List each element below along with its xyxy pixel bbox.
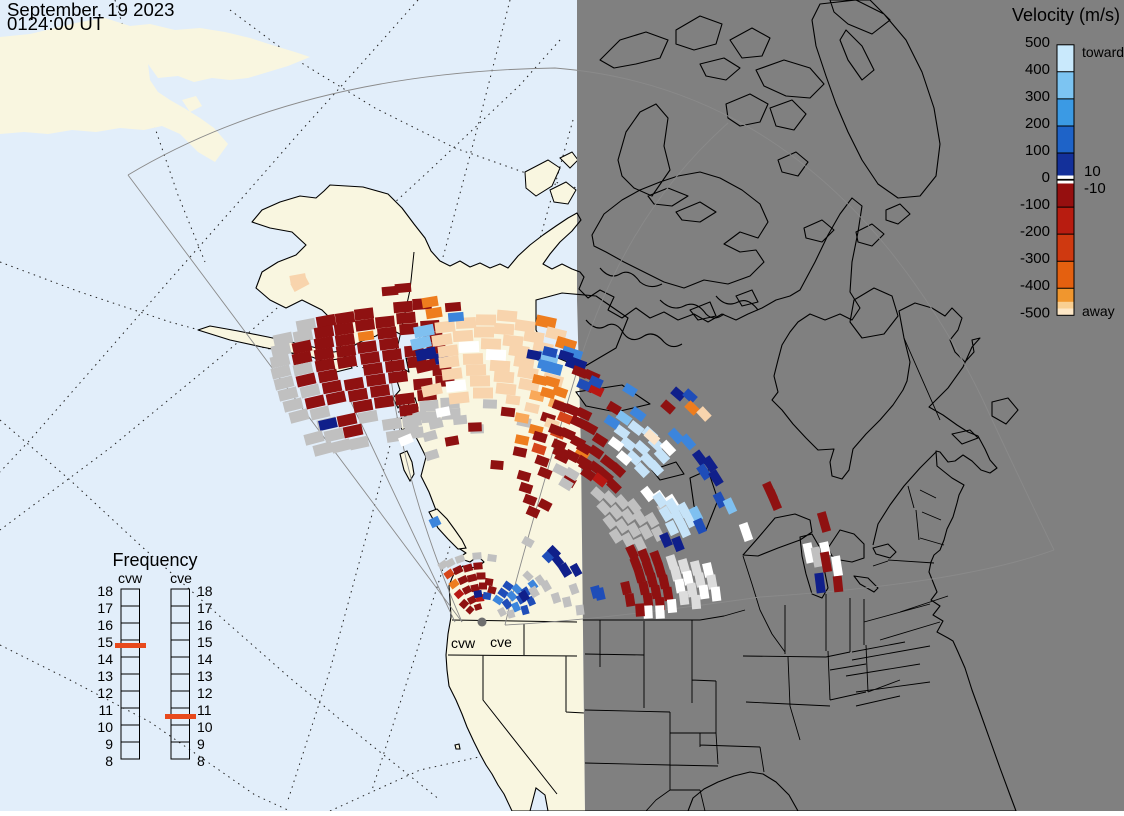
- svg-text:Velocity (m/s): Velocity (m/s): [1012, 5, 1120, 25]
- svg-text:toward: toward: [1082, 44, 1124, 60]
- svg-text:-10: -10: [1084, 180, 1106, 197]
- svg-text:Frequency: Frequency: [112, 550, 197, 570]
- svg-text:16: 16: [97, 617, 113, 633]
- svg-text:400: 400: [1025, 61, 1050, 78]
- svg-text:17: 17: [197, 600, 213, 616]
- svg-text:13: 13: [97, 668, 113, 684]
- svg-text:11: 11: [98, 702, 113, 718]
- svg-text:12: 12: [97, 685, 113, 701]
- svg-text:18: 18: [97, 583, 113, 599]
- svg-text:-400: -400: [1020, 277, 1050, 294]
- svg-text:cve: cve: [490, 634, 512, 650]
- svg-text:cve: cve: [170, 570, 192, 586]
- svg-text:8: 8: [105, 753, 113, 769]
- svg-text:10: 10: [97, 719, 113, 735]
- svg-text:15: 15: [97, 634, 113, 650]
- svg-text:200: 200: [1025, 115, 1050, 132]
- svg-text:12: 12: [197, 685, 213, 701]
- svg-text:-200: -200: [1020, 223, 1050, 240]
- svg-text:0124:00 UT: 0124:00 UT: [7, 13, 104, 34]
- svg-text:13: 13: [197, 668, 213, 684]
- svg-text:-300: -300: [1020, 250, 1050, 267]
- svg-text:8: 8: [197, 753, 205, 769]
- svg-text:September, 19 2023: September, 19 2023: [7, 0, 174, 20]
- svg-text:300: 300: [1025, 88, 1050, 105]
- svg-text:10: 10: [197, 719, 213, 735]
- svg-text:cvw: cvw: [451, 635, 476, 651]
- svg-text:cvw: cvw: [118, 570, 143, 586]
- svg-text:-100: -100: [1020, 196, 1050, 213]
- svg-text:away: away: [1082, 303, 1115, 319]
- svg-text:17: 17: [97, 600, 113, 616]
- svg-text:500: 500: [1025, 34, 1050, 51]
- svg-text:9: 9: [197, 736, 205, 752]
- svg-text:9: 9: [105, 736, 113, 752]
- svg-text:-500: -500: [1020, 304, 1050, 321]
- svg-text:100: 100: [1025, 142, 1050, 159]
- svg-text:16: 16: [197, 617, 213, 633]
- svg-text:14: 14: [97, 651, 113, 667]
- svg-text:11: 11: [197, 702, 212, 718]
- svg-text:15: 15: [197, 634, 213, 650]
- svg-text:14: 14: [197, 651, 213, 667]
- svg-text:0: 0: [1042, 169, 1050, 186]
- svg-text:10: 10: [1084, 163, 1101, 180]
- svg-text:18: 18: [197, 583, 213, 599]
